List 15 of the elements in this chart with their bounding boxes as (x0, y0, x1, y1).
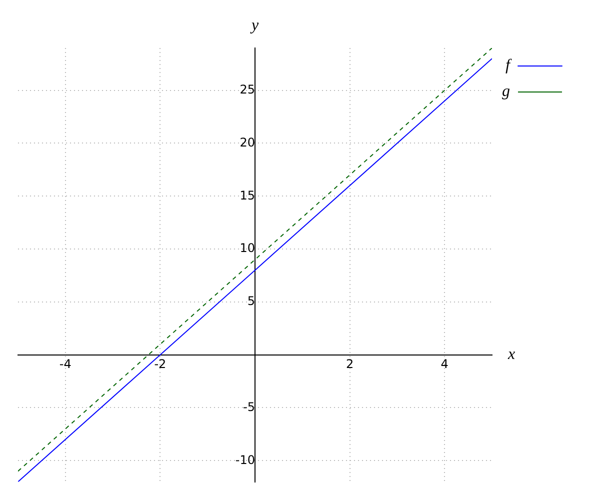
x-tick-label: -4 (59, 357, 72, 372)
x-axis-title: x (507, 346, 516, 364)
y-tick-label: 5 (247, 294, 255, 308)
y-tick-label: 20 (240, 135, 255, 150)
y-tick-label: 10 (240, 241, 255, 256)
x-tick-label: 2 (346, 357, 354, 372)
y-axis-title: y (249, 17, 260, 34)
legend-label: f (506, 57, 513, 74)
y-tick-label: 15 (240, 188, 255, 202)
y-tick-label: -10 (235, 452, 255, 467)
legend-label: g (502, 83, 510, 100)
x-tick-label: 4 (440, 357, 448, 372)
y-tick-label: 25 (240, 82, 255, 96)
x-tick-label: -2 (154, 357, 166, 372)
y-tick-label: -5 (243, 400, 255, 414)
